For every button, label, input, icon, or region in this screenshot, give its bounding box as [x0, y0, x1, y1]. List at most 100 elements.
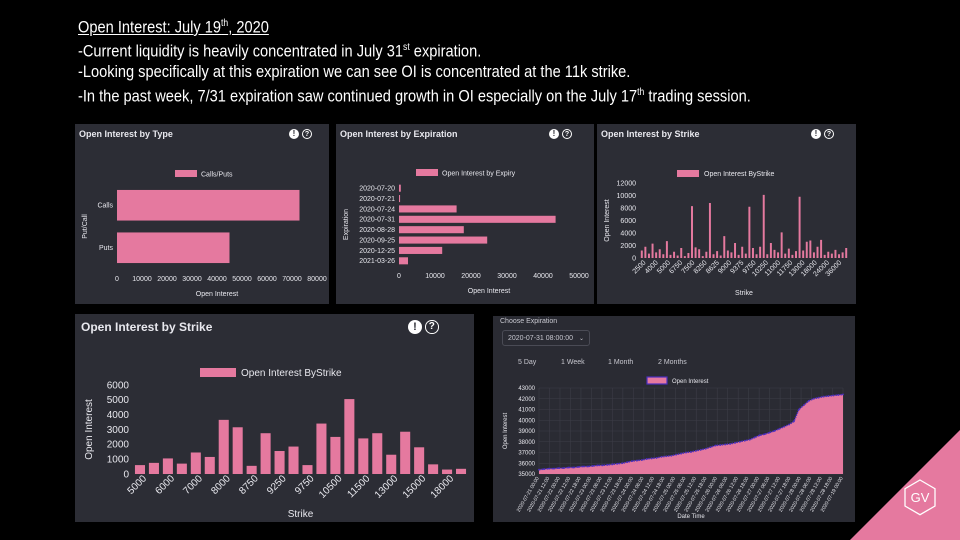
- data-point: [783, 425, 786, 428]
- exclamation-circle-icon[interactable]: !: [811, 129, 821, 139]
- data-point: [793, 420, 795, 423]
- x-tick-label: 80000: [307, 276, 327, 283]
- question-circle-icon[interactable]: ?: [302, 129, 312, 139]
- bar: [204, 456, 215, 474]
- y-tick-label: 42000: [518, 397, 535, 403]
- data-point: [822, 395, 825, 398]
- oi-by-expiration-panel: Open Interest by Expiration ! ? Open Int…: [336, 124, 594, 304]
- bar: [218, 419, 229, 474]
- bar: [809, 240, 812, 258]
- oi-timeseries-chart: 35000 36000 37000 38000 39000 40000 41000 42000…: [503, 376, 845, 520]
- bar: [744, 253, 747, 258]
- data-point: [734, 441, 737, 444]
- y-tick-label: 0: [632, 255, 636, 262]
- oi-by-strike-small-panel: Open Interest by Strike ! ? Open Interes…: [597, 124, 856, 304]
- data-point: [704, 447, 707, 450]
- category-label: 2020-12-25: [359, 248, 395, 255]
- bar: [802, 250, 805, 258]
- bar: [176, 463, 187, 474]
- category-label: 2020-07-21: [359, 196, 395, 203]
- data-point: [626, 461, 629, 464]
- bar: [845, 248, 848, 258]
- data-point: [685, 451, 687, 454]
- question-circle-icon[interactable]: ?: [562, 129, 572, 139]
- y-tick-label: 39000: [518, 429, 535, 435]
- y-axis-label: Put/Call: [82, 214, 89, 239]
- bar: [455, 468, 467, 474]
- panel-title: Open Interest by Strike: [601, 129, 700, 139]
- bar: [302, 465, 313, 474]
- bar: [665, 241, 668, 258]
- x-axis-label: Open Interest: [196, 291, 238, 298]
- data-point: [592, 465, 594, 467]
- range-1-month-button[interactable]: 1 Month: [608, 359, 634, 366]
- data-point: [748, 438, 751, 441]
- y-tick-label: 1000: [107, 455, 130, 466]
- bar: [748, 206, 751, 258]
- legend-label: Open Interest: [672, 379, 709, 385]
- legend-swatch: [416, 169, 438, 176]
- panel-icons: ! ?: [811, 129, 834, 139]
- x-tick-label: 0: [397, 273, 401, 280]
- bar: [777, 252, 780, 258]
- x-tick-label: 10000: [425, 273, 445, 280]
- bar: [400, 431, 411, 474]
- data-point: [631, 460, 634, 462]
- bar: [834, 249, 837, 258]
- legend-swatch: [646, 376, 668, 385]
- data-point: [577, 466, 580, 468]
- data-point: [719, 444, 722, 446]
- question-circle-icon[interactable]: ?: [425, 320, 439, 334]
- bar: [399, 246, 443, 254]
- expiration-select[interactable]: 2020-07-31 08:00:00 ⌄: [502, 330, 590, 346]
- exclamation-circle-icon[interactable]: !: [549, 129, 559, 139]
- data-point: [680, 452, 683, 455]
- legend-swatch: [175, 170, 197, 177]
- x-tick-label: 18000: [429, 473, 457, 501]
- y-tick-label: 10000: [617, 193, 637, 200]
- bar: [734, 243, 737, 258]
- bar: [399, 205, 457, 213]
- range-2-months-button[interactable]: 2 Months: [658, 359, 687, 366]
- bar: [773, 249, 776, 258]
- x-axis-label: Strike: [288, 509, 314, 520]
- panel-icons: ! ?: [549, 129, 572, 139]
- bar: [288, 446, 299, 474]
- bar: [737, 254, 740, 258]
- oi-by-strike-large-panel: Open Interest by Strike ! ? Open Interes…: [75, 314, 474, 522]
- data-point: [714, 444, 717, 447]
- bar: [780, 232, 783, 258]
- bar: [386, 454, 397, 474]
- logo-hexagon: [904, 479, 936, 516]
- category-label: 2020-07-24: [359, 206, 395, 213]
- bullet-1: -Current liquidity is heavily concentrat…: [78, 41, 482, 61]
- data-point: [562, 467, 565, 469]
- data-point: [650, 457, 653, 460]
- legend-label: Open Interest by Expiry: [442, 171, 516, 178]
- question-circle-icon[interactable]: ?: [824, 129, 834, 139]
- range-5-day-button[interactable]: 5 Day: [518, 359, 537, 366]
- bar: [330, 436, 341, 474]
- x-axis-label: Date Time: [677, 514, 705, 520]
- bar: [691, 206, 693, 258]
- exclamation-circle-icon[interactable]: !: [408, 320, 422, 334]
- data-point: [837, 394, 839, 396]
- data-point: [567, 466, 570, 469]
- bar: [190, 452, 201, 474]
- range-1-week-button[interactable]: 1 Week: [561, 359, 585, 366]
- data-point: [695, 449, 697, 452]
- y-tick-label: 43000: [518, 386, 535, 392]
- exclamation-circle-icon[interactable]: !: [289, 129, 299, 139]
- data-point: [665, 455, 668, 458]
- bar: [812, 252, 815, 258]
- x-tick-label: 10500: [317, 473, 345, 501]
- y-axis-label: Open Interest: [604, 199, 611, 241]
- category-label: 2020-08-28: [359, 227, 395, 234]
- x-axis-label: Strike: [735, 290, 753, 297]
- legend-swatch: [200, 368, 236, 377]
- x-tick-label: 5000: [126, 473, 150, 497]
- oi-by-type-chart: Calls/Puts Calls Puts 0 10000 20000 30000 40000…: [82, 170, 327, 298]
- y-tick-label: 37000: [518, 451, 535, 457]
- data-point: [572, 466, 575, 469]
- x-tick-label: 40000: [533, 273, 553, 280]
